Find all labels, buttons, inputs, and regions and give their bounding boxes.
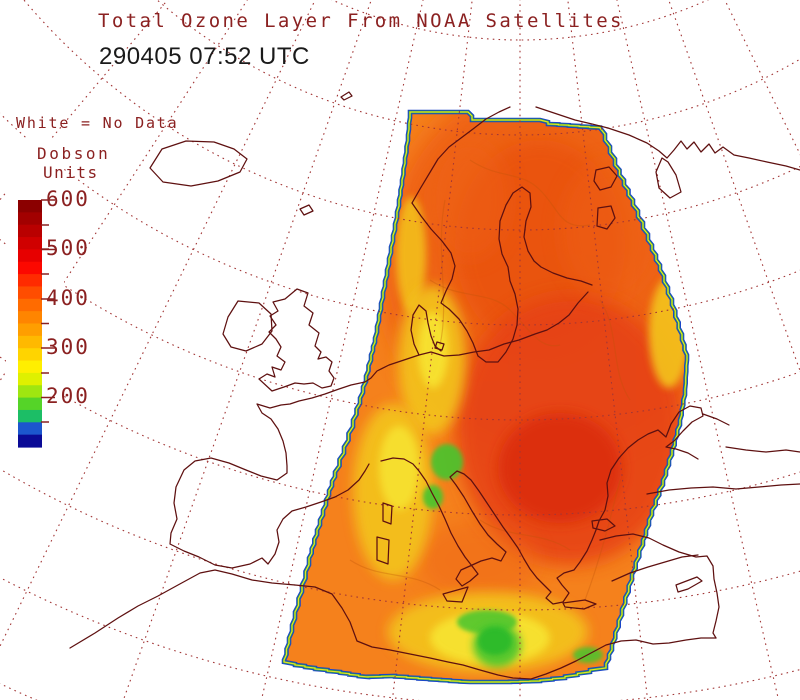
coastline-path: [411, 186, 593, 363]
swath-edge-yellow: [283, 111, 688, 683]
page-title: Total Ozone Layer From NOAA Satellites: [98, 10, 624, 32]
colorbar-band: [18, 335, 42, 349]
colorbar-label-600: 600: [46, 187, 90, 211]
colorbar-band: [18, 372, 42, 386]
colorbar-label-400: 400: [46, 286, 90, 310]
ozone-level-blob: [420, 520, 540, 600]
colorbar-band: [18, 274, 42, 288]
swath-contour-lines: [349, 159, 631, 601]
colorbar-band: [18, 224, 42, 238]
coastline-path: [222, 300, 273, 352]
contour-line: [599, 299, 631, 401]
contour-line: [584, 479, 621, 601]
colorbar-band: [18, 434, 42, 448]
timestamp: 290405 07:52 UTC: [99, 43, 310, 70]
colorbar-band: [18, 286, 42, 300]
coastline-path: [258, 288, 335, 392]
units-label-line1: Dobson: [37, 144, 111, 163]
ozone-level-blob: [396, 197, 426, 313]
coastline-path: [596, 205, 616, 230]
coastline-path: [593, 166, 618, 191]
colorbar-band: [18, 348, 42, 362]
swath-contour-blobs: [353, 112, 687, 672]
colorbar-band: [18, 409, 42, 423]
ozone-level-blob: [431, 444, 463, 480]
coastline-path: [535, 106, 800, 171]
colorbar-ticks: [41, 199, 55, 423]
units-label-line2: Units: [43, 163, 99, 182]
colorbar-gradient: [18, 200, 42, 448]
colorbar-band: [18, 323, 42, 337]
coastline-path: [382, 502, 393, 525]
coastline-path: [562, 599, 597, 610]
coastline-path: [340, 91, 353, 101]
colorbar-band: [18, 261, 42, 275]
coastline-path: [611, 554, 699, 582]
colorbar-band: [18, 385, 42, 399]
coastline-path: [655, 157, 682, 199]
coastline-path: [299, 204, 314, 216]
ozone-level-blob: [418, 312, 448, 388]
contour-line: [429, 279, 561, 347]
coastline-path: [598, 405, 704, 522]
ozone-level-blob: [423, 485, 443, 509]
ozone-level-blob: [430, 140, 510, 260]
coastline-path: [442, 586, 469, 603]
coastline-path: [599, 533, 720, 639]
colorbar-band: [18, 237, 42, 250]
ozone-level-blob: [478, 627, 512, 655]
colorbar-label-200: 200: [46, 384, 90, 408]
contour-line: [439, 199, 446, 346]
colorbar: [18, 199, 55, 448]
colorbar-band: [18, 311, 42, 325]
ozone-swath: [281, 109, 690, 685]
colorbar-label-300: 300: [46, 335, 90, 359]
colorbar-band: [18, 298, 42, 312]
no-data-legend: White = No Data: [16, 114, 179, 132]
coastline-path: [380, 457, 600, 605]
coastline-path: [591, 518, 616, 532]
contour-line: [469, 159, 591, 227]
ozone-level-blob: [498, 413, 622, 523]
colorbar-label-500: 500: [46, 236, 90, 260]
contour-line: [349, 559, 441, 591]
coastline-path: [702, 413, 730, 426]
colorbar-band: [18, 212, 42, 226]
contour-line: [479, 519, 571, 551]
coastline-path: [376, 536, 390, 565]
ozone-level-blob: [379, 426, 419, 510]
coastline-path: [725, 446, 800, 453]
coastline-path: [169, 291, 589, 569]
coastline-path: [411, 106, 511, 204]
colorbar-band: [18, 397, 42, 411]
graticule-parallel: [0, 0, 800, 231]
coastlines: [69, 91, 800, 680]
colorbar-band: [18, 422, 42, 436]
coastline-path: [434, 341, 445, 351]
coastline-path: [69, 569, 717, 680]
coastline-path: [410, 304, 442, 356]
coastline-path: [149, 140, 248, 187]
colorbar-band: [18, 249, 42, 263]
coastline-path: [675, 576, 703, 593]
graticule-parallel: [0, 0, 800, 516]
coastline-path: [646, 483, 800, 495]
colorbar-band: [18, 360, 42, 374]
colorbar-band: [18, 200, 42, 213]
